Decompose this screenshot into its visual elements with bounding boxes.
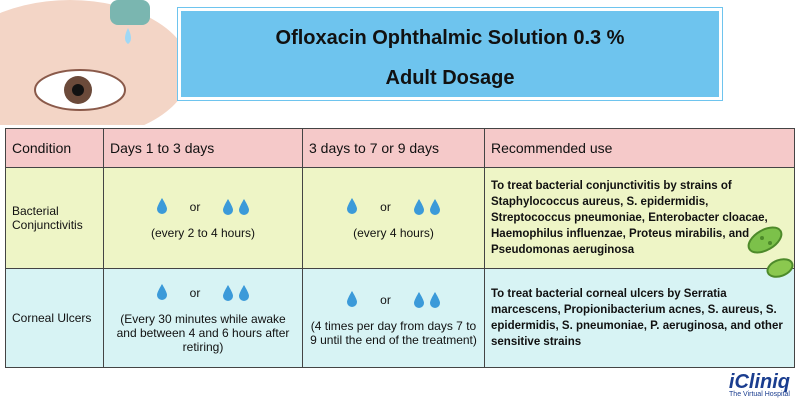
- logo-tagline: The Virtual Hospital: [729, 391, 790, 398]
- dosage-table: Condition Days 1 to 3 days 3 days to 7 o…: [5, 128, 795, 368]
- frequency: (4 times per day from days 7 to 9 until …: [310, 318, 477, 347]
- dose-cell: or (every 2 to 4 hours): [103, 167, 303, 269]
- drop-icon: [239, 199, 250, 215]
- drop-icon: [429, 199, 440, 215]
- drops: or: [110, 283, 296, 304]
- drops: or: [309, 290, 478, 311]
- subtitle: Adult Dosage: [385, 67, 515, 89]
- frequency: (Every 30 minutes while awake and betwee…: [116, 311, 290, 354]
- table-row: Corneal Ulcers or (Every 30 minutes whil…: [5, 268, 795, 368]
- recommended-use: To treat bacterial conjunctivitis by str…: [484, 167, 795, 269]
- dose-cell: or (every 4 hours): [302, 167, 485, 269]
- title: Ofloxacin Ophthalmic Solution 0.3 %: [275, 27, 625, 49]
- drop-icon: [413, 199, 424, 215]
- bacteria-illustration: [747, 226, 794, 278]
- drop-icon: [223, 199, 234, 215]
- joiner: or: [380, 293, 391, 307]
- drop-icon: [223, 285, 234, 301]
- dose-cell: or (4 times per day from days 7 to 9 unt…: [302, 268, 485, 368]
- frequency: (every 2 to 4 hours): [150, 225, 256, 240]
- drop-icon: [347, 290, 358, 307]
- condition: Bacterial Conjunctivitis: [5, 167, 104, 269]
- frequency: (every 4 hours): [353, 225, 434, 240]
- drop-icon: [429, 292, 440, 308]
- drop-icon: [239, 285, 250, 301]
- column-header: 3 days to 7 or 9 days: [302, 128, 485, 168]
- column-header: Recommended use: [484, 128, 795, 168]
- drop-icon: [413, 292, 424, 308]
- column-header: Days 1 to 3 days: [103, 128, 303, 168]
- condition: Corneal Ulcers: [5, 268, 104, 368]
- table-row: Bacterial Conjunctivitis or (every 2 to …: [5, 167, 795, 269]
- joiner: or: [189, 200, 201, 214]
- recommended-use: To treat bacterial corneal ulcers by Ser…: [484, 268, 795, 368]
- drop-icon: [156, 283, 167, 300]
- dose-cell: or (Every 30 minutes while awake and bet…: [103, 268, 303, 368]
- column-header: Condition: [5, 128, 104, 168]
- drops: or: [110, 197, 296, 218]
- drop-icon: [156, 197, 167, 214]
- joiner: or: [380, 200, 391, 214]
- joiner: or: [189, 286, 201, 300]
- eye-illustration: [0, 0, 180, 125]
- header-row: Condition Days 1 to 3 days 3 days to 7 o…: [5, 128, 795, 168]
- logo: iCliniq The Virtual Hospital: [729, 371, 790, 398]
- logo-name: iCliniq: [728, 371, 790, 393]
- drops: or: [309, 197, 478, 218]
- title-box: Ofloxacin Ophthalmic Solution 0.3 % Adul…: [177, 7, 723, 101]
- drop-icon: [347, 197, 358, 214]
